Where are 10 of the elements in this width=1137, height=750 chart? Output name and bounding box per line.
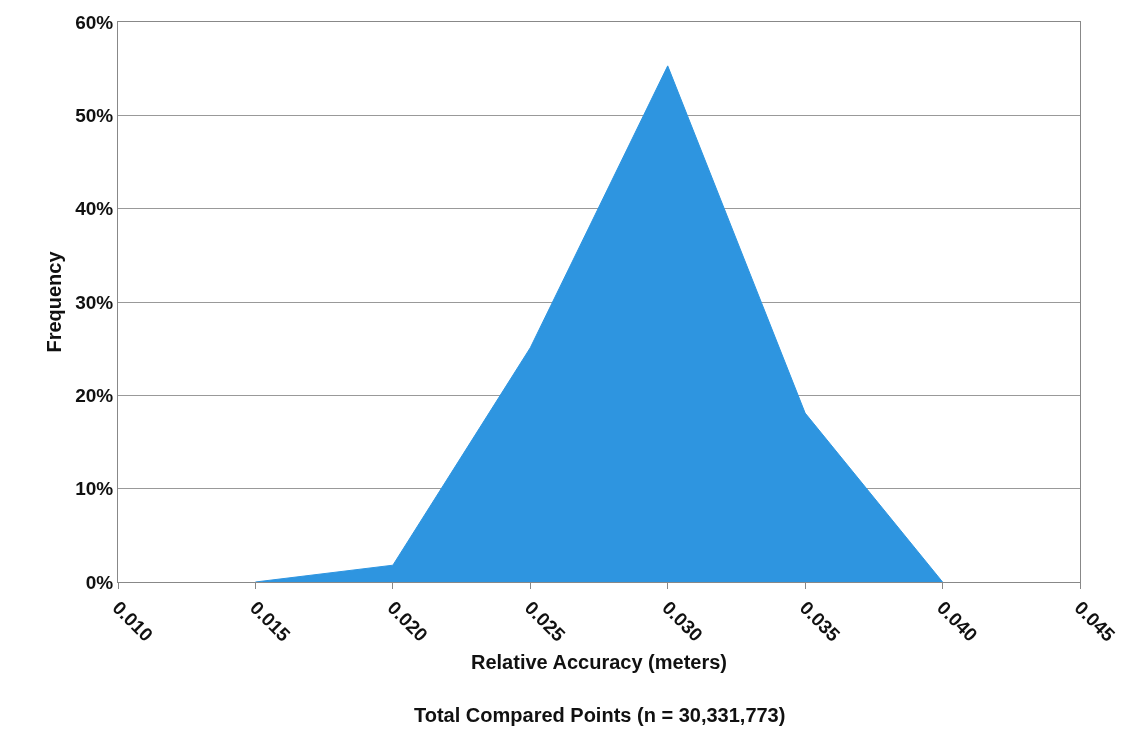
y-tick-label: 60% [75,11,114,33]
y-tick-label: 10% [75,478,114,500]
y-tick-label: 30% [75,291,114,313]
y-tick-label: 40% [75,198,114,220]
x-axis-title: Relative Accuracy (meters) [470,651,728,674]
y-tick-label: 20% [75,384,114,406]
text: Total Compared Points (n = 30,331,773) [414,704,786,726]
y-tick-label: 0% [85,571,114,593]
y-tick-label: 50% [75,104,114,126]
y-axis-title: Frequency [42,250,65,353]
